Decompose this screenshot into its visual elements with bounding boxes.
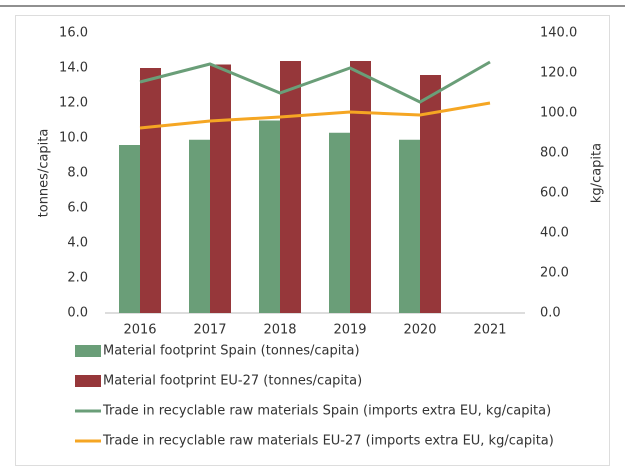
- legend-label: Trade in recyclable raw materials EU-27 …: [102, 434, 554, 449]
- bar: [280, 61, 301, 313]
- y-tick-label: 12.0: [59, 96, 88, 111]
- y2-tick-label: 0.0: [540, 306, 561, 321]
- bar: [189, 139, 210, 313]
- y2-tick-label: 80.0: [540, 146, 569, 161]
- y-tick-label: 14.0: [59, 61, 88, 76]
- legend-label: Trade in recyclable raw materials Spain …: [102, 404, 551, 419]
- legend-label: Material footprint EU-27 (tonnes/capita): [103, 374, 362, 389]
- x-tick-label: 2021: [473, 323, 506, 338]
- bar: [399, 139, 420, 313]
- line: [139, 101, 491, 130]
- x-tick-label: 2020: [403, 323, 436, 338]
- bar: [119, 145, 140, 313]
- legend-swatch: [75, 345, 101, 357]
- legend-swatch: [75, 375, 101, 387]
- x-tick-label: 2017: [193, 323, 226, 338]
- y2-tick-label: 40.0: [540, 226, 569, 241]
- y-tick-label: 2.0: [67, 271, 88, 286]
- line: [139, 60, 491, 104]
- x-tick-label: 2019: [333, 323, 366, 338]
- x-tick-label: 2016: [123, 323, 156, 338]
- y-tick-label: 16.0: [59, 26, 88, 41]
- x-tick-label: 2018: [263, 323, 296, 338]
- bar: [420, 75, 441, 313]
- bar: [140, 68, 161, 313]
- legend-label: Material footprint Spain (tonnes/capita): [103, 344, 360, 359]
- y2-tick-label: 140.0: [540, 26, 577, 41]
- y-tick-label: 4.0: [67, 236, 88, 251]
- y-axis-label: tonnes/capita: [37, 129, 52, 218]
- y2-tick-label: 60.0: [540, 186, 569, 201]
- y-tick-label: 8.0: [67, 166, 88, 181]
- y2-tick-label: 100.0: [540, 106, 577, 121]
- bar: [350, 61, 371, 313]
- bar: [210, 64, 231, 313]
- y2-axis-label: kg/capita: [590, 143, 605, 203]
- y2-tick-label: 120.0: [540, 66, 577, 81]
- y2-tick-label: 20.0: [540, 266, 569, 281]
- chart-border: [15, 15, 610, 466]
- y-tick-label: 10.0: [59, 131, 88, 146]
- y-tick-label: 0.0: [67, 306, 88, 321]
- y-tick-label: 6.0: [67, 201, 88, 216]
- bar: [329, 132, 350, 313]
- bar: [259, 120, 280, 313]
